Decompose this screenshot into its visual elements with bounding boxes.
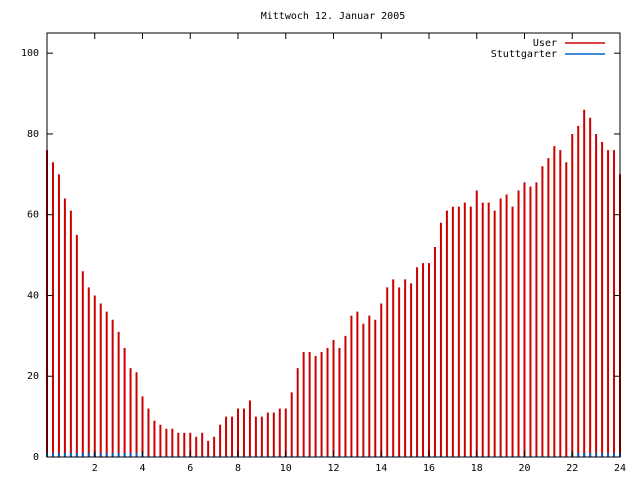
y-tick-label: 80 (27, 129, 39, 140)
x-tick-label: 24 (614, 463, 626, 474)
x-tick-label: 16 (423, 463, 435, 474)
y-tick-label: 100 (21, 48, 39, 59)
x-tick-label: 6 (187, 463, 193, 474)
x-tick-label: 8 (235, 463, 241, 474)
x-tick-label: 10 (280, 463, 292, 474)
x-tick-label: 12 (327, 463, 339, 474)
y-tick-label: 20 (27, 371, 39, 382)
y-tick-label: 0 (33, 452, 39, 463)
legend-label: Stuttgarter (491, 49, 557, 60)
legend-label: User (533, 38, 557, 49)
y-tick-label: 40 (27, 290, 39, 301)
x-tick-label: 18 (471, 463, 483, 474)
x-tick-label: 20 (518, 463, 530, 474)
x-tick-label: 2 (92, 463, 98, 474)
x-tick-label: 4 (139, 463, 145, 474)
chart-title: Mittwoch 12. Januar 2005 (261, 11, 406, 22)
x-tick-label: 22 (566, 463, 578, 474)
x-tick-label: 14 (375, 463, 387, 474)
y-tick-label: 60 (27, 210, 39, 221)
